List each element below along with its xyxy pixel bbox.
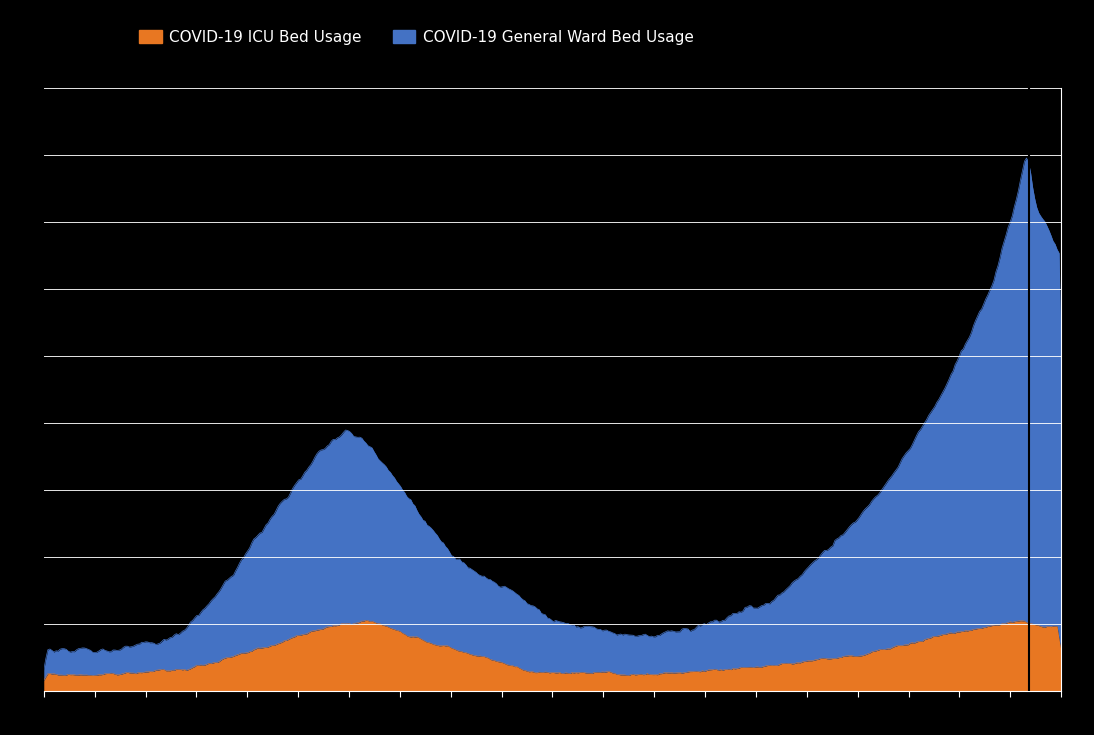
- Legend: COVID-19 ICU Bed Usage, COVID-19 General Ward Bed Usage: COVID-19 ICU Bed Usage, COVID-19 General…: [132, 24, 700, 51]
